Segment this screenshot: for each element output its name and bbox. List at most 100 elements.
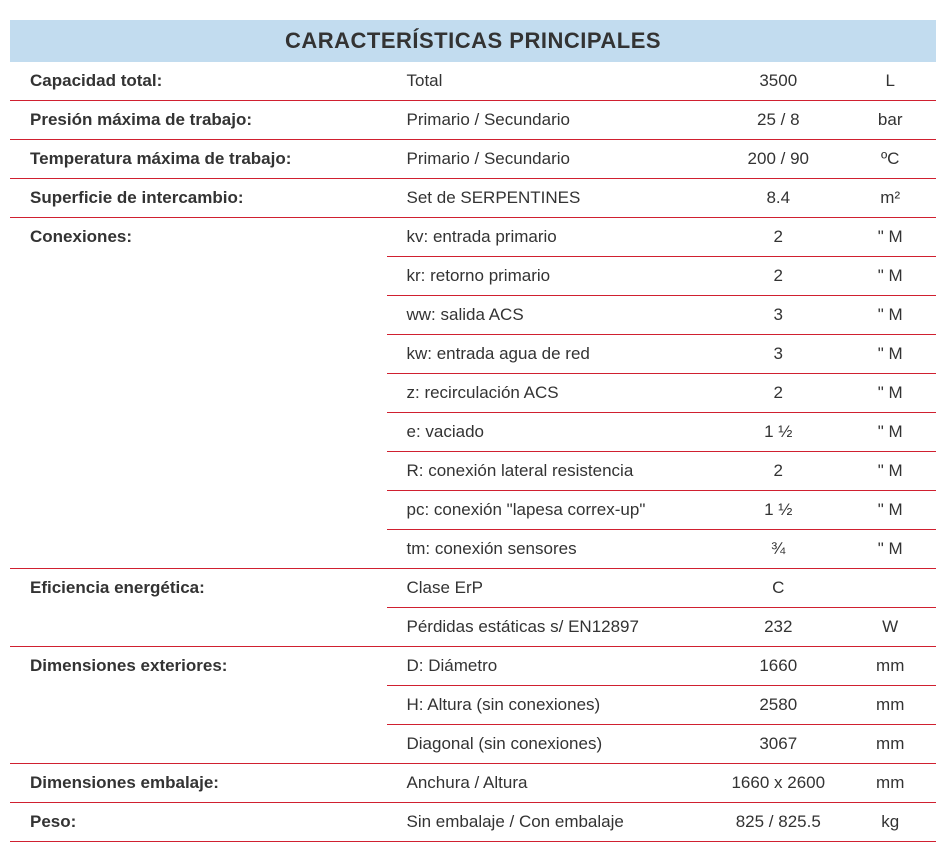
spec-label: Peso: bbox=[10, 803, 387, 842]
spec-table-container: CARACTERÍSTICAS PRINCIPALES Capacidad to… bbox=[10, 20, 936, 842]
spec-label bbox=[10, 413, 387, 452]
spec-label bbox=[10, 335, 387, 374]
spec-label: Temperatura máxima de trabajo: bbox=[10, 140, 387, 179]
spec-description: Primario / Secundario bbox=[387, 101, 713, 140]
spec-label bbox=[10, 686, 387, 725]
spec-description: Set de SERPENTINES bbox=[387, 179, 713, 218]
table-row: kr: retorno primario2" M bbox=[10, 257, 936, 296]
table-row: z: recirculación ACS2" M bbox=[10, 374, 936, 413]
spec-unit: " M bbox=[844, 530, 936, 569]
spec-description: Primario / Secundario bbox=[387, 140, 713, 179]
spec-description: e: vaciado bbox=[387, 413, 713, 452]
table-row: tm: conexión sensores¾" M bbox=[10, 530, 936, 569]
spec-description: Total bbox=[387, 62, 713, 101]
spec-value: ¾ bbox=[712, 530, 844, 569]
spec-label: Eficiencia energética: bbox=[10, 569, 387, 608]
spec-unit: " M bbox=[844, 374, 936, 413]
table-row: Conexiones:kv: entrada primario2" M bbox=[10, 218, 936, 257]
spec-value: 3500 bbox=[712, 62, 844, 101]
spec-description: tm: conexión sensores bbox=[387, 530, 713, 569]
spec-description: H: Altura (sin conexiones) bbox=[387, 686, 713, 725]
spec-label: Dimensiones exteriores: bbox=[10, 647, 387, 686]
spec-description: kv: entrada primario bbox=[387, 218, 713, 257]
spec-unit: " M bbox=[844, 296, 936, 335]
table-row: Pérdidas estáticas s/ EN12897232W bbox=[10, 608, 936, 647]
spec-description: Pérdidas estáticas s/ EN12897 bbox=[387, 608, 713, 647]
spec-description: R: conexión lateral resistencia bbox=[387, 452, 713, 491]
spec-value: C bbox=[712, 569, 844, 608]
spec-value: 1660 bbox=[712, 647, 844, 686]
spec-label: Conexiones: bbox=[10, 218, 387, 257]
spec-value: 2 bbox=[712, 218, 844, 257]
table-row: Peso:Sin embalaje / Con embalaje825 / 82… bbox=[10, 803, 936, 842]
spec-value: 232 bbox=[712, 608, 844, 647]
table-row: ww: salida ACS3" M bbox=[10, 296, 936, 335]
spec-unit: mm bbox=[844, 647, 936, 686]
spec-label bbox=[10, 608, 387, 647]
spec-description: Anchura / Altura bbox=[387, 764, 713, 803]
table-row: kw: entrada agua de red3" M bbox=[10, 335, 936, 374]
spec-unit: " M bbox=[844, 413, 936, 452]
spec-label: Presión máxima de trabajo: bbox=[10, 101, 387, 140]
spec-label bbox=[10, 491, 387, 530]
table-row: Eficiencia energética:Clase ErPC bbox=[10, 569, 936, 608]
table-row: e: vaciado1 ½" M bbox=[10, 413, 936, 452]
spec-label bbox=[10, 452, 387, 491]
table-row: Dimensiones exteriores:D: Diámetro1660mm bbox=[10, 647, 936, 686]
spec-unit: " M bbox=[844, 335, 936, 374]
spec-value: 2 bbox=[712, 452, 844, 491]
table-row: Superficie de intercambio:Set de SERPENT… bbox=[10, 179, 936, 218]
table-row: Temperatura máxima de trabajo:Primario /… bbox=[10, 140, 936, 179]
spec-value: 2 bbox=[712, 374, 844, 413]
spec-label bbox=[10, 530, 387, 569]
spec-unit: " M bbox=[844, 452, 936, 491]
table-row: Diagonal (sin conexiones)3067mm bbox=[10, 725, 936, 764]
spec-value: 1660 x 2600 bbox=[712, 764, 844, 803]
spec-value: 25 / 8 bbox=[712, 101, 844, 140]
spec-description: pc: conexión "lapesa correx-up" bbox=[387, 491, 713, 530]
spec-unit: " M bbox=[844, 218, 936, 257]
spec-description: Sin embalaje / Con embalaje bbox=[387, 803, 713, 842]
spec-table: Capacidad total:Total3500LPresión máxima… bbox=[10, 62, 936, 842]
spec-description: kr: retorno primario bbox=[387, 257, 713, 296]
spec-unit: " M bbox=[844, 257, 936, 296]
spec-label bbox=[10, 257, 387, 296]
spec-unit: W bbox=[844, 608, 936, 647]
table-row: Presión máxima de trabajo:Primario / Sec… bbox=[10, 101, 936, 140]
spec-description: kw: entrada agua de red bbox=[387, 335, 713, 374]
spec-label bbox=[10, 725, 387, 764]
spec-label bbox=[10, 374, 387, 413]
spec-description: ww: salida ACS bbox=[387, 296, 713, 335]
spec-unit: kg bbox=[844, 803, 936, 842]
spec-description: Diagonal (sin conexiones) bbox=[387, 725, 713, 764]
spec-unit: bar bbox=[844, 101, 936, 140]
spec-label: Capacidad total: bbox=[10, 62, 387, 101]
spec-unit: mm bbox=[844, 764, 936, 803]
spec-unit: m² bbox=[844, 179, 936, 218]
spec-unit: L bbox=[844, 62, 936, 101]
table-row: Capacidad total:Total3500L bbox=[10, 62, 936, 101]
spec-value: 2 bbox=[712, 257, 844, 296]
spec-value: 8.4 bbox=[712, 179, 844, 218]
table-row: H: Altura (sin conexiones)2580mm bbox=[10, 686, 936, 725]
spec-value: 3 bbox=[712, 335, 844, 374]
table-title: CARACTERÍSTICAS PRINCIPALES bbox=[10, 20, 936, 62]
spec-label: Superficie de intercambio: bbox=[10, 179, 387, 218]
table-row: Dimensiones embalaje:Anchura / Altura166… bbox=[10, 764, 936, 803]
spec-value: 825 / 825.5 bbox=[712, 803, 844, 842]
spec-value: 2580 bbox=[712, 686, 844, 725]
spec-value: 3 bbox=[712, 296, 844, 335]
spec-unit: mm bbox=[844, 686, 936, 725]
spec-label: Dimensiones embalaje: bbox=[10, 764, 387, 803]
spec-value: 200 / 90 bbox=[712, 140, 844, 179]
spec-value: 3067 bbox=[712, 725, 844, 764]
spec-value: 1 ½ bbox=[712, 491, 844, 530]
spec-unit: ºC bbox=[844, 140, 936, 179]
spec-label bbox=[10, 296, 387, 335]
spec-unit bbox=[844, 569, 936, 608]
table-row: R: conexión lateral resistencia2" M bbox=[10, 452, 936, 491]
spec-unit: mm bbox=[844, 725, 936, 764]
spec-description: D: Diámetro bbox=[387, 647, 713, 686]
spec-value: 1 ½ bbox=[712, 413, 844, 452]
spec-description: Clase ErP bbox=[387, 569, 713, 608]
